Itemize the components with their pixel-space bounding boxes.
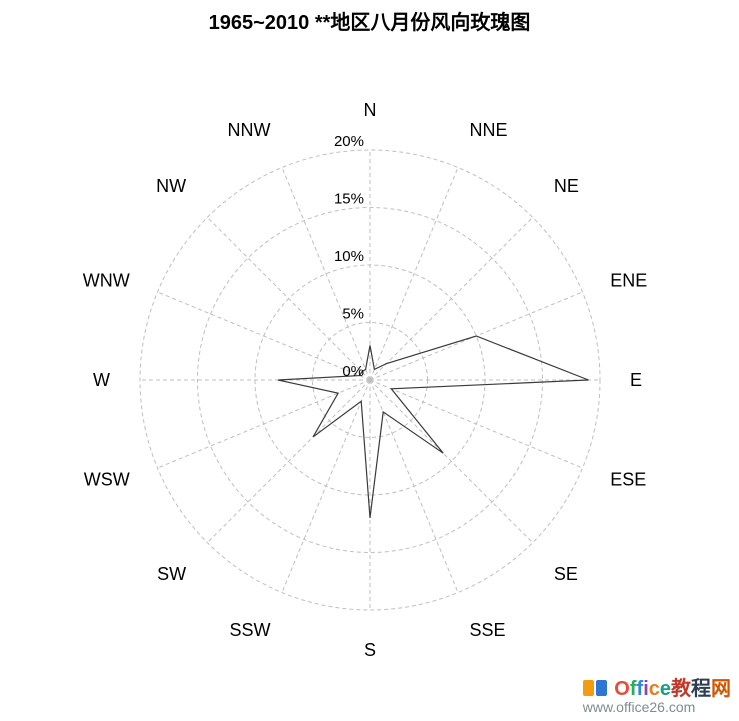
ring-label: 15% — [333, 191, 363, 208]
direction-label: ENE — [610, 271, 647, 291]
direction-label: W — [93, 370, 110, 390]
watermark: Office教程网 www.office26.com — [583, 678, 731, 715]
office-icon — [583, 678, 609, 698]
direction-label: NNE — [469, 120, 507, 140]
radar-svg: 0% 5% 10% 15% 20%N NNE NE ENE E ESE SE SSE S SSW SW WSW… — [60, 60, 680, 700]
chart-title: 1965~2010 **地区八月份风向玫瑰图 — [0, 6, 739, 35]
direction-label: WSW — [83, 469, 129, 489]
ring-label: 5% — [342, 306, 364, 323]
watermark-char: e — [660, 678, 671, 700]
direction-label: NW — [156, 176, 186, 196]
direction-label: SE — [553, 564, 577, 584]
direction-label: NNW — [227, 120, 270, 140]
direction-label: SW — [157, 564, 186, 584]
ring-label: 10% — [333, 248, 363, 265]
direction-label: NE — [553, 176, 578, 196]
watermark-char: O — [614, 678, 630, 700]
watermark-main: Office教程网 — [583, 678, 731, 700]
watermark-char: c — [649, 678, 660, 700]
watermark-url: www.office26.com — [583, 700, 731, 715]
direction-label: ESE — [610, 469, 646, 489]
direction-label: E — [630, 370, 642, 390]
direction-label: SSE — [469, 620, 505, 640]
watermark-char: 教 — [671, 678, 691, 700]
direction-label: WNW — [82, 271, 129, 291]
watermark-char: 网 — [711, 678, 731, 700]
watermark-char: f — [630, 678, 637, 700]
direction-label: SSW — [229, 620, 270, 640]
ring-label: 0% — [342, 363, 364, 380]
watermark-char: 程 — [691, 678, 711, 700]
direction-label: S — [363, 640, 375, 660]
wind-rose-chart: 0% 5% 10% 15% 20%N NNE NE ENE E ESE SE SSE S SSW SW WSW… — [60, 60, 680, 705]
direction-label: N — [363, 100, 376, 120]
ring-label: 20% — [333, 133, 363, 150]
